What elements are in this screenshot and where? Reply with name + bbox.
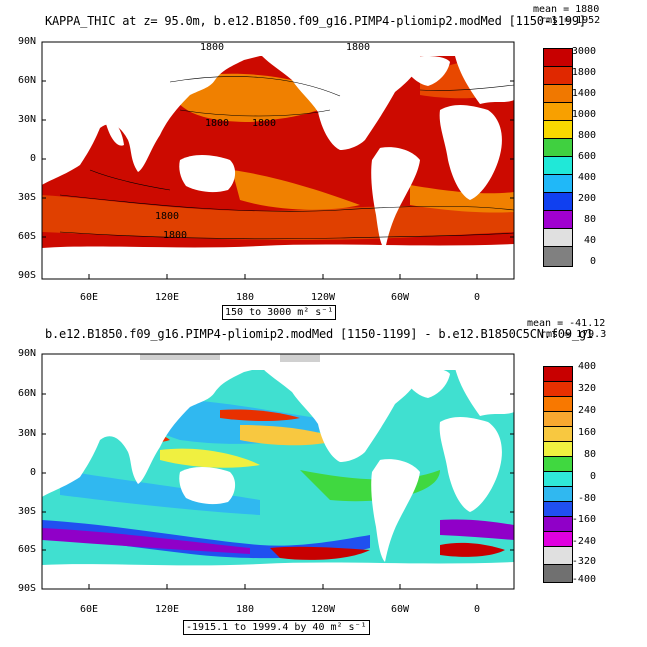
panel2-colorbar-swatch	[544, 531, 572, 546]
panel2-colorbar-swatch	[544, 456, 572, 471]
panel1-colorbar-swatch	[544, 192, 572, 210]
panel1-contour-label: 1800	[200, 42, 225, 53]
panel2-colorbar-label: -320	[571, 556, 596, 567]
panel2-colorbar-swatch	[544, 486, 572, 501]
panel1-lat-label: 30S	[17, 192, 36, 203]
panel1-mean: mean = 1880	[533, 4, 600, 15]
panel2-lon-label: 120E	[154, 604, 180, 615]
panel1-colorbar-swatch	[544, 84, 572, 102]
panel1-lat-label: 90S	[17, 270, 36, 281]
panel1-colorbar-swatch	[544, 48, 572, 66]
panel2-colorbar-swatch	[544, 396, 572, 411]
panel1-colorbar-swatch	[544, 156, 572, 174]
panel2-lon-label: 60W	[390, 604, 410, 615]
panel1-lon-label: 60E	[79, 292, 99, 303]
panel2-rms: rms = 179.3	[540, 329, 607, 340]
panel2-colorbar-swatch	[544, 501, 572, 516]
panel1-colorbar	[543, 48, 573, 267]
panel1-range-box: 150 to 3000 m² s⁻¹	[222, 305, 337, 320]
panel2-colorbar-label: 0	[589, 471, 596, 482]
panel1-lat-label: 30N	[17, 114, 36, 125]
panel2-colorbar-label: 80	[583, 449, 596, 460]
panel1-colorbar-label: 1000	[571, 109, 596, 120]
panel1-colorbar-label: 1800	[571, 67, 596, 78]
panel1-lat-label: 0	[29, 153, 36, 164]
panel2-colorbar-swatch	[544, 411, 572, 426]
panel2-colorbar-swatch	[544, 426, 572, 441]
panel2-title: b.e12.B1850.f09_g16.PIMP4-pliomip2.modMe…	[45, 327, 593, 341]
panel2-colorbar-label: -160	[571, 514, 596, 525]
panel1-colorbar-swatch	[544, 138, 572, 156]
panel1-title: KAPPA_THIC at z= 95.0m, b.e12.B1850.f09_…	[45, 14, 586, 28]
panel1-colorbar-swatch	[544, 120, 572, 138]
panel1-map	[41, 41, 515, 280]
panel2-lat-label: 60N	[17, 388, 36, 399]
panel2-colorbar	[543, 366, 573, 583]
panel2-lat-label: 90S	[17, 583, 36, 594]
panel1-lon-label: 60W	[390, 292, 410, 303]
panel2-colorbar-label: 320	[577, 383, 596, 394]
panel1-colorbar-label: 80	[583, 214, 596, 225]
panel2-colorbar-label: -80	[577, 493, 596, 504]
panel1-contour-label: 1800	[252, 118, 277, 129]
panel1-ticks	[42, 41, 514, 279]
panel2-lat-label: 0	[29, 467, 36, 478]
panel2-colorbar-swatch	[544, 546, 572, 564]
panel2-ticks	[42, 353, 514, 589]
panel2-colorbar-swatch	[544, 564, 572, 582]
panel2-lon-label: 120W	[310, 604, 336, 615]
panel1-colorbar-swatch	[544, 210, 572, 228]
panel1-colorbar-label: 0	[589, 256, 596, 267]
panel2-colorbar-label: -240	[571, 536, 596, 547]
panel1-contour-label: 1800	[155, 211, 180, 222]
panel1-lat-label: 60N	[17, 75, 36, 86]
panel2-lat-label: 30S	[17, 506, 36, 517]
panel2-colorbar-label: 160	[577, 427, 596, 438]
panel1-contour-label: 1800	[346, 42, 371, 53]
panel2-lat-label: 60S	[17, 544, 36, 555]
panel2-lon-label: 0	[473, 604, 481, 615]
panel2-colorbar-label: 400	[577, 361, 596, 372]
panel1-lon-label: 0	[473, 292, 481, 303]
panel2-colorbar-swatch	[544, 441, 572, 456]
panel1-lon-label: 180	[235, 292, 255, 303]
panel2-colorbar-swatch	[544, 516, 572, 531]
panel1-lat-label: 90N	[17, 36, 36, 47]
panel2-colorbar-label: -400	[571, 574, 596, 585]
panel1-rms: rms = 1952	[540, 15, 601, 26]
panel1-colorbar-swatch	[544, 246, 572, 266]
panel1-contour-label: 1800	[163, 230, 188, 241]
panel2-colorbar-swatch	[544, 381, 572, 396]
panel1-colorbar-swatch	[544, 228, 572, 246]
panel2-colorbar-swatch	[544, 366, 572, 381]
panel1-colorbar-label: 600	[577, 151, 596, 162]
panel2-lon-label: 180	[235, 604, 255, 615]
panel1-colorbar-label: 1400	[571, 88, 596, 99]
panel2-lon-label: 60E	[79, 604, 99, 615]
panel1-colorbar-label: 40	[583, 235, 596, 246]
panel1-colorbar-swatch	[544, 66, 572, 84]
panel2-colorbar-label: 240	[577, 405, 596, 416]
panel1-lon-label: 120W	[310, 292, 336, 303]
panel1-lon-label: 120E	[154, 292, 180, 303]
panel2-map	[41, 353, 515, 590]
panel1-colorbar-label: 400	[577, 172, 596, 183]
panel2-colorbar-swatch	[544, 471, 572, 486]
panel1-colorbar-swatch	[544, 102, 572, 120]
panel2-lat-label: 90N	[17, 348, 36, 359]
panel1-colorbar-label: 800	[577, 130, 596, 141]
panel1-colorbar-label: 3000	[571, 46, 596, 57]
panel1-lat-label: 60S	[17, 231, 36, 242]
panel1-contour-label: 1800	[205, 118, 230, 129]
panel2-mean: mean = -41.12	[527, 318, 606, 329]
panel2-lat-label: 30N	[17, 428, 36, 439]
panel1-colorbar-swatch	[544, 174, 572, 192]
panel1-colorbar-label: 200	[577, 193, 596, 204]
panel2-range-box: -1915.1 to 1999.4 by 40 m² s⁻¹	[183, 620, 370, 635]
